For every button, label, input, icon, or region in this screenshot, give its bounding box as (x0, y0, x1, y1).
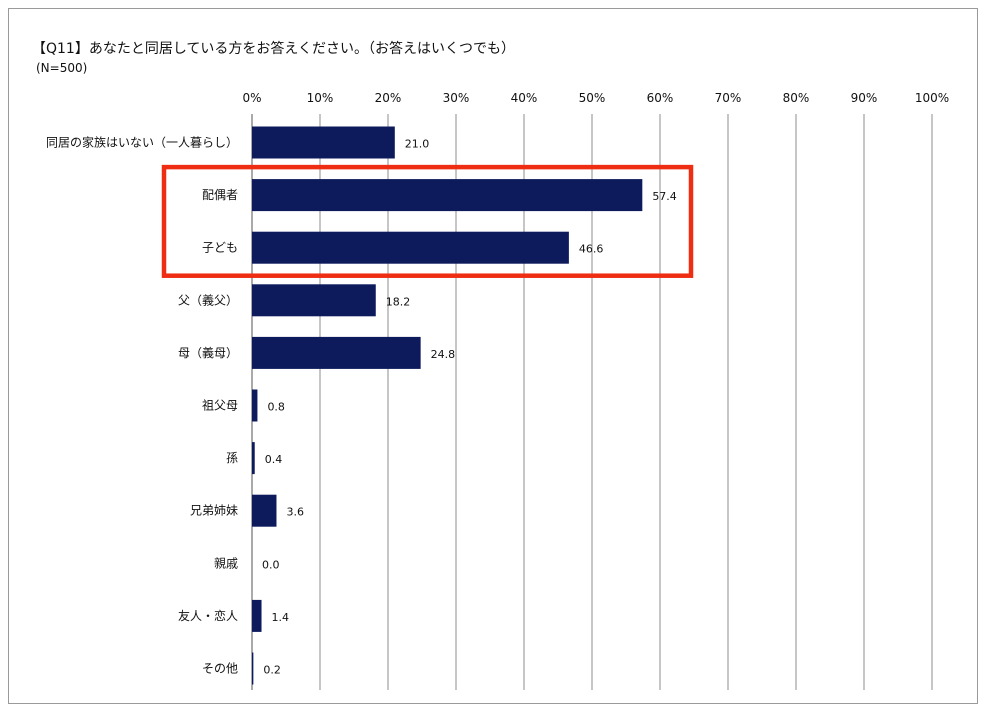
bar (252, 494, 277, 527)
bar (252, 599, 262, 632)
category-label: その他 (202, 662, 238, 676)
category-label: 親戚 (214, 556, 238, 570)
x-tick-label: 20% (375, 91, 402, 105)
category-label: 孫 (226, 451, 238, 465)
category-label: 同居の家族はいない（一人暮らし） (46, 135, 238, 150)
category-label: 父（義父） (178, 292, 238, 307)
value-label: 57.4 (652, 190, 677, 203)
highlight-box (161, 164, 694, 278)
bar (252, 389, 258, 422)
x-tick-label: 10% (307, 91, 334, 105)
x-tick-label: 100% (915, 91, 949, 105)
category-label: 友人・恋人 (178, 608, 238, 623)
category-label: 子ども (202, 241, 238, 255)
x-tick-label: 40% (511, 91, 538, 105)
value-label: 0.8 (267, 401, 285, 414)
value-label: 1.4 (272, 611, 290, 624)
chart-subtitle: (N=500) (36, 61, 88, 75)
bar (252, 126, 395, 159)
x-tick-label: 50% (579, 91, 606, 105)
value-label: 21.0 (405, 138, 430, 151)
x-tick-label: 60% (647, 91, 674, 105)
bar (252, 179, 643, 212)
value-label: 46.6 (579, 243, 604, 256)
value-label: 0.4 (265, 453, 283, 466)
bar (252, 652, 254, 685)
bar (252, 442, 255, 475)
category-label: 兄弟姉妹 (190, 503, 238, 518)
value-label: 0.0 (262, 558, 280, 571)
x-tick-label: 0% (242, 91, 261, 105)
x-tick-label: 30% (443, 91, 470, 105)
bar (252, 336, 421, 369)
x-tick-label: 70% (715, 91, 742, 105)
category-label: 母（義母） (178, 345, 238, 360)
bar (252, 284, 376, 317)
category-label: 祖父母 (202, 398, 238, 413)
value-label: 3.6 (286, 506, 304, 519)
value-label: 0.2 (263, 664, 281, 677)
value-label: 18.2 (386, 295, 411, 308)
x-tick-label: 90% (851, 91, 878, 105)
value-label: 24.8 (431, 348, 456, 361)
category-label: 配偶者 (202, 188, 238, 202)
chart-frame (8, 8, 978, 704)
chart-title: 【Q11】あなたと同居している方をお答えください。（お答えはいくつでも） (32, 41, 515, 57)
x-tick-label: 80% (783, 91, 810, 105)
bar (252, 231, 569, 264)
